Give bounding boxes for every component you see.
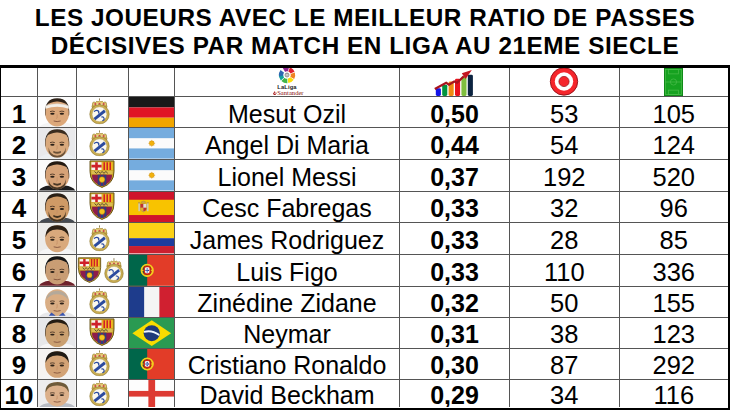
svg-text:Santander: Santander xyxy=(277,90,304,97)
